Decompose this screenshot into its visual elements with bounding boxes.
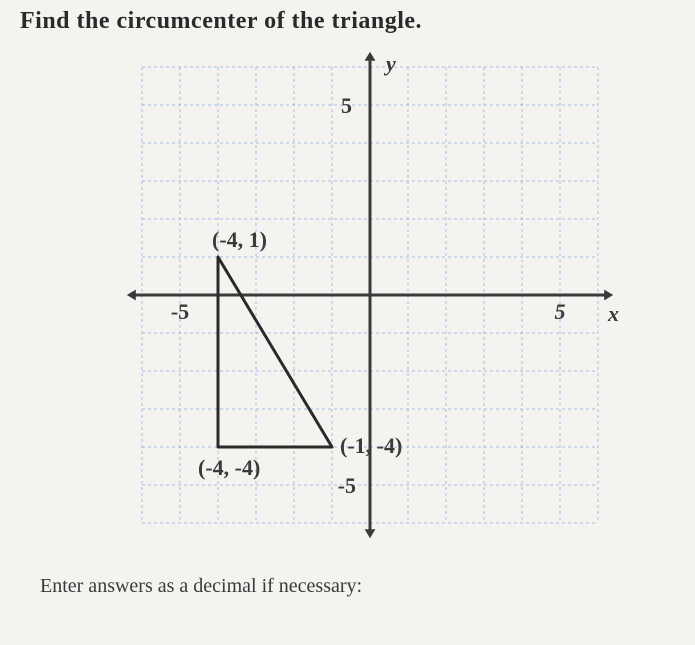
svg-text:5: 5 [341, 93, 352, 118]
svg-text:(-1, -4): (-1, -4) [340, 433, 402, 458]
instruction-text: Enter answers as a decimal if necessary: [40, 575, 675, 598]
question-title: Find the circumcenter of the triangle. [20, 8, 675, 35]
svg-text:(-4, -4): (-4, -4) [198, 455, 260, 480]
svg-text:(-4, 1): (-4, 1) [212, 227, 267, 252]
svg-text:x: x [607, 301, 619, 326]
svg-text:y: y [383, 51, 396, 76]
coordinate-graph: 5 -5 5 -5 y x (-4, 1) (-4, -4) (-1, -4) [80, 45, 640, 555]
svg-text:-5: -5 [338, 473, 356, 498]
svg-text:-5: -5 [171, 299, 189, 324]
svg-text:5: 5 [555, 299, 566, 324]
